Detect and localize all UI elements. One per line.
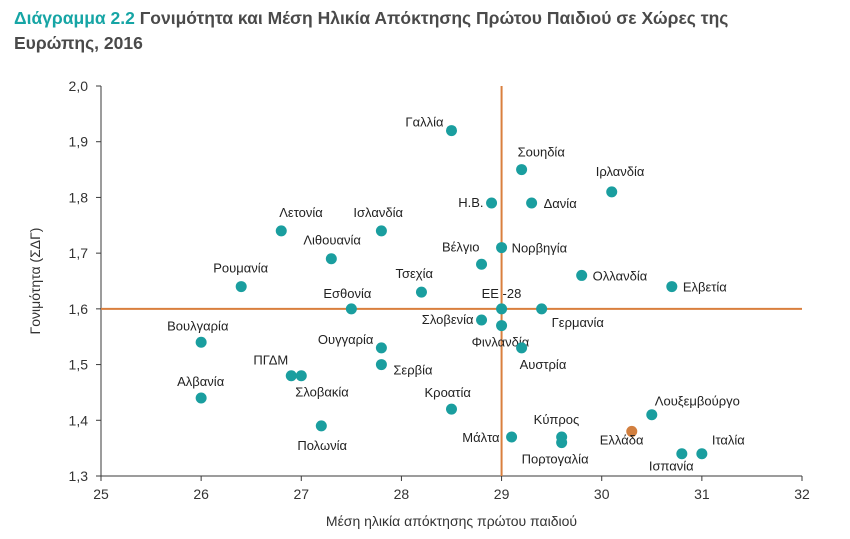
data-point xyxy=(606,186,618,198)
data-point xyxy=(666,281,678,293)
data-point-label: Λετονία xyxy=(279,205,323,220)
y-tick-label: 1,9 xyxy=(69,134,89,150)
data-point-label: Βουλγαρία xyxy=(167,318,229,333)
data-point xyxy=(496,242,508,254)
data-point-label: Βέλγιο xyxy=(442,239,480,254)
chart-title-text: Γονιμότητα και Μέση Ηλικία Απόκτησης Πρώ… xyxy=(14,8,729,53)
data-point-label: Σερβία xyxy=(393,363,433,378)
chart-title-lead: Διάγραμμα 2.2 xyxy=(14,8,135,28)
y-tick-label: 1,4 xyxy=(69,412,89,428)
data-point xyxy=(315,420,327,432)
data-point-label: Σλοβενία xyxy=(422,312,474,327)
data-point xyxy=(195,336,207,348)
data-point xyxy=(556,437,568,449)
data-point xyxy=(375,225,387,237)
data-point-label: Η.Β. xyxy=(458,195,483,210)
data-point xyxy=(295,370,307,382)
data-point xyxy=(446,125,457,137)
data-point-label: Ιρλανδία xyxy=(596,164,645,179)
x-tick-label: 32 xyxy=(794,486,810,502)
data-point xyxy=(506,431,518,443)
x-tick-label: 29 xyxy=(494,486,510,502)
y-tick-label: 1,8 xyxy=(69,189,89,205)
x-tick-label: 30 xyxy=(594,486,610,502)
data-point-label: Σουηδία xyxy=(518,145,566,160)
data-point-label: Εσθονία xyxy=(323,286,372,301)
data-point-label: Ισπανία xyxy=(649,459,694,474)
data-point xyxy=(446,403,457,415)
data-point xyxy=(345,303,357,315)
data-point-highlight xyxy=(626,425,638,437)
data-point-label: Πολωνία xyxy=(297,438,347,453)
x-tick-label: 31 xyxy=(694,486,710,502)
data-point xyxy=(375,342,387,354)
data-point-label: Νορβηγία xyxy=(512,241,568,256)
data-point xyxy=(415,286,427,298)
data-point xyxy=(576,269,588,281)
data-point xyxy=(526,197,538,209)
data-point xyxy=(646,409,658,421)
data-point-label: Πορτογαλία xyxy=(522,452,589,467)
x-tick-label: 28 xyxy=(394,486,410,502)
data-point-label: Λιθουανία xyxy=(303,233,361,248)
data-point xyxy=(235,281,247,293)
data-point xyxy=(275,225,287,237)
data-point xyxy=(496,303,508,315)
data-point-label: Ελβετία xyxy=(683,280,727,295)
x-tick-label: 27 xyxy=(293,486,309,502)
y-tick-label: 2,0 xyxy=(69,78,89,94)
data-point-label: Σλοβακία xyxy=(295,385,349,400)
x-tick-label: 26 xyxy=(193,486,209,502)
data-point xyxy=(325,253,337,265)
chart-title: Διάγραμμα 2.2 Γονιμότητα και Μέση Ηλικία… xyxy=(14,6,814,56)
data-point-label: Ολλανδία xyxy=(593,268,648,283)
data-point-label: Γερμανία xyxy=(552,315,605,330)
data-point xyxy=(476,314,488,326)
data-point-label: Γαλλία xyxy=(405,115,444,130)
data-point-label: Δανία xyxy=(544,196,578,211)
data-point-label: Κροατία xyxy=(425,385,472,400)
data-point xyxy=(676,448,688,460)
data-point-label: Μάλτα xyxy=(462,430,500,445)
data-point xyxy=(536,303,548,315)
data-point-label: Ρουμανία xyxy=(213,261,268,276)
data-point-label: Αλβανία xyxy=(177,374,225,389)
data-point xyxy=(516,164,528,176)
data-point-label: Ισλανδία xyxy=(353,205,403,220)
y-axis-title: Γονιμότητα (ΣΔΓ) xyxy=(27,228,43,335)
data-point xyxy=(285,370,297,382)
y-tick-label: 1,7 xyxy=(69,245,89,261)
y-tick-label: 1,5 xyxy=(69,357,89,373)
data-point xyxy=(496,320,508,332)
data-point-label: Κύπρος xyxy=(534,412,580,427)
data-point-label: Λουξεμβούργο xyxy=(655,394,740,409)
data-point-label: Φινλανδία xyxy=(472,335,530,350)
data-point xyxy=(696,448,708,460)
data-point xyxy=(516,342,528,354)
data-point-label: ΠΓΔΜ xyxy=(253,353,288,368)
data-point xyxy=(486,197,498,209)
x-tick-label: 25 xyxy=(93,486,109,502)
data-point-label: Ιταλία xyxy=(712,433,745,448)
data-point-label: Τσεχία xyxy=(395,266,433,281)
data-point xyxy=(195,392,207,404)
data-point-label: Ελλάδα xyxy=(600,432,644,447)
y-tick-label: 1,3 xyxy=(69,468,89,484)
x-axis-title: Μέση ηλικία απόκτησης πρώτου παιδιού xyxy=(326,513,577,529)
data-point xyxy=(375,359,387,371)
data-point-label: Αυστρία xyxy=(520,357,567,372)
y-tick-label: 1,6 xyxy=(69,301,89,317)
data-point xyxy=(476,258,488,270)
data-point-label: ΕΕ -28 xyxy=(482,286,522,301)
data-point-label: Ουγγαρία xyxy=(318,332,374,347)
